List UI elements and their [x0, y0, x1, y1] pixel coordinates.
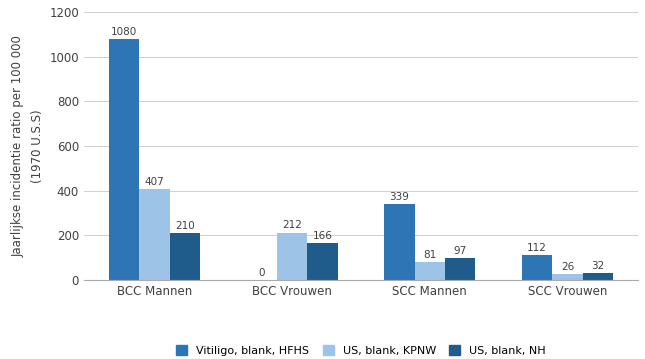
- Bar: [307, 243, 337, 280]
- Bar: [445, 258, 475, 280]
- Bar: [582, 273, 613, 280]
- Bar: [552, 274, 582, 280]
- Legend: Vitiligo, blank, HFHS, US, blank, KPNW, US, blank, NH: Vitiligo, blank, HFHS, US, blank, KPNW, …: [172, 341, 550, 359]
- Text: 0: 0: [259, 268, 265, 278]
- Bar: [522, 255, 552, 280]
- Text: 212: 212: [282, 220, 302, 230]
- Bar: [170, 233, 200, 280]
- Text: 26: 26: [561, 262, 574, 272]
- Text: 1080: 1080: [111, 27, 137, 37]
- Bar: [139, 189, 170, 280]
- Text: 166: 166: [312, 231, 332, 241]
- Y-axis label: Jaarlijkse incidentie ratio per 100 000
(1970 U.S.S): Jaarlijkse incidentie ratio per 100 000 …: [12, 35, 44, 257]
- Bar: [277, 233, 307, 280]
- Bar: [384, 204, 415, 280]
- Text: 81: 81: [423, 250, 437, 260]
- Text: 339: 339: [390, 192, 410, 202]
- Text: 210: 210: [175, 221, 195, 231]
- Bar: [415, 262, 445, 280]
- Text: 97: 97: [453, 246, 467, 256]
- Text: 32: 32: [591, 261, 604, 271]
- Bar: [109, 39, 139, 280]
- Text: 407: 407: [144, 177, 164, 187]
- Text: 112: 112: [527, 243, 547, 253]
